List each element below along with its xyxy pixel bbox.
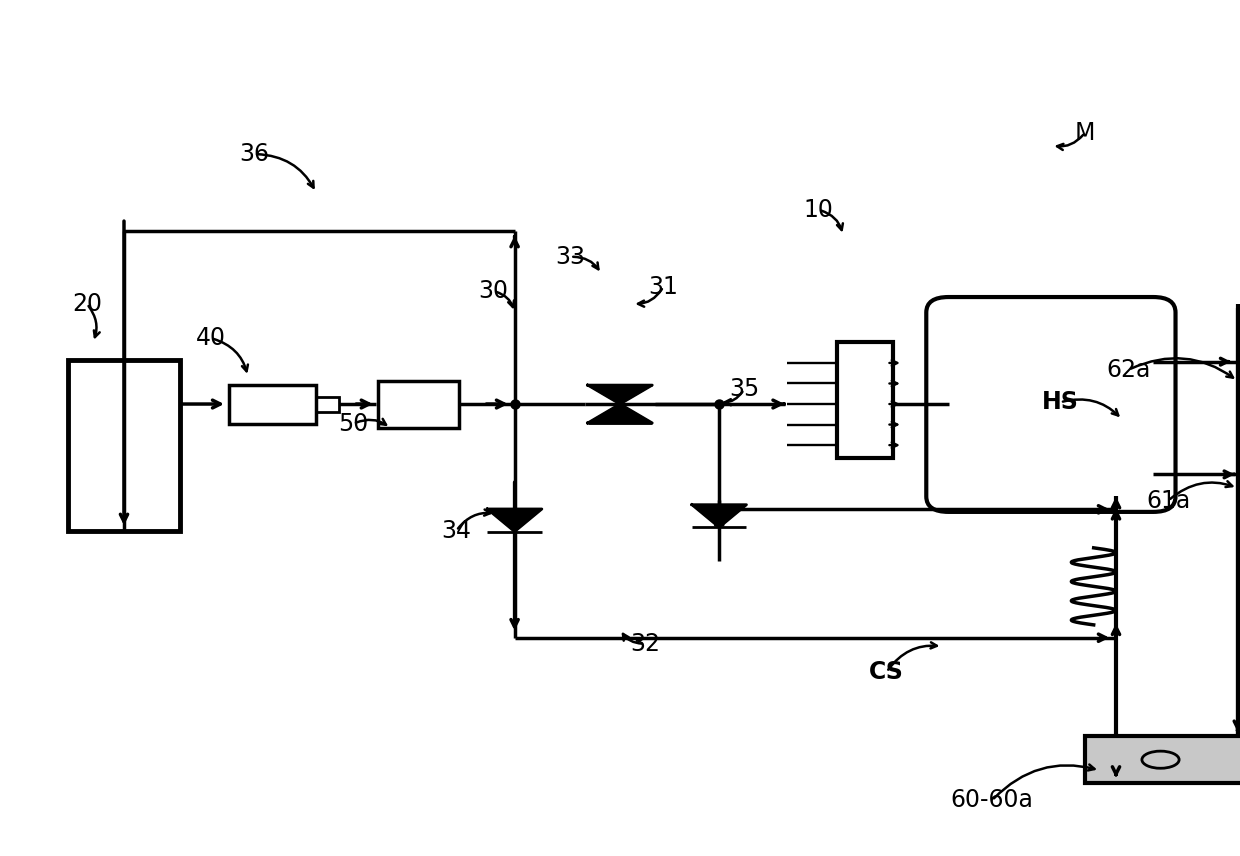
Text: CS: CS	[869, 660, 904, 684]
Bar	[1085, 736, 1240, 783]
Text: 33: 33	[556, 245, 585, 269]
Text: 62a: 62a	[1106, 358, 1151, 382]
Text: 60-60a: 60-60a	[951, 788, 1033, 812]
Text: 32: 32	[630, 632, 660, 656]
Polygon shape	[692, 505, 746, 527]
Polygon shape	[487, 509, 542, 532]
Text: HS: HS	[1042, 390, 1079, 414]
Bar	[68, 360, 180, 531]
Bar	[378, 381, 459, 428]
Text: 10: 10	[804, 198, 833, 222]
Text: 36: 36	[239, 142, 269, 166]
Text: 30: 30	[479, 279, 508, 303]
Text: 61a: 61a	[1146, 489, 1190, 513]
Bar	[229, 385, 316, 424]
Text: M: M	[1075, 121, 1095, 145]
Polygon shape	[588, 404, 652, 423]
Text: 35: 35	[729, 377, 759, 401]
Text: 20: 20	[72, 292, 102, 316]
Text: 40: 40	[196, 326, 226, 350]
Bar	[837, 342, 893, 458]
Text: 34: 34	[441, 519, 471, 543]
Bar	[316, 397, 339, 413]
Polygon shape	[588, 385, 652, 404]
Text: 31: 31	[649, 275, 678, 299]
Text: 50: 50	[339, 412, 368, 436]
